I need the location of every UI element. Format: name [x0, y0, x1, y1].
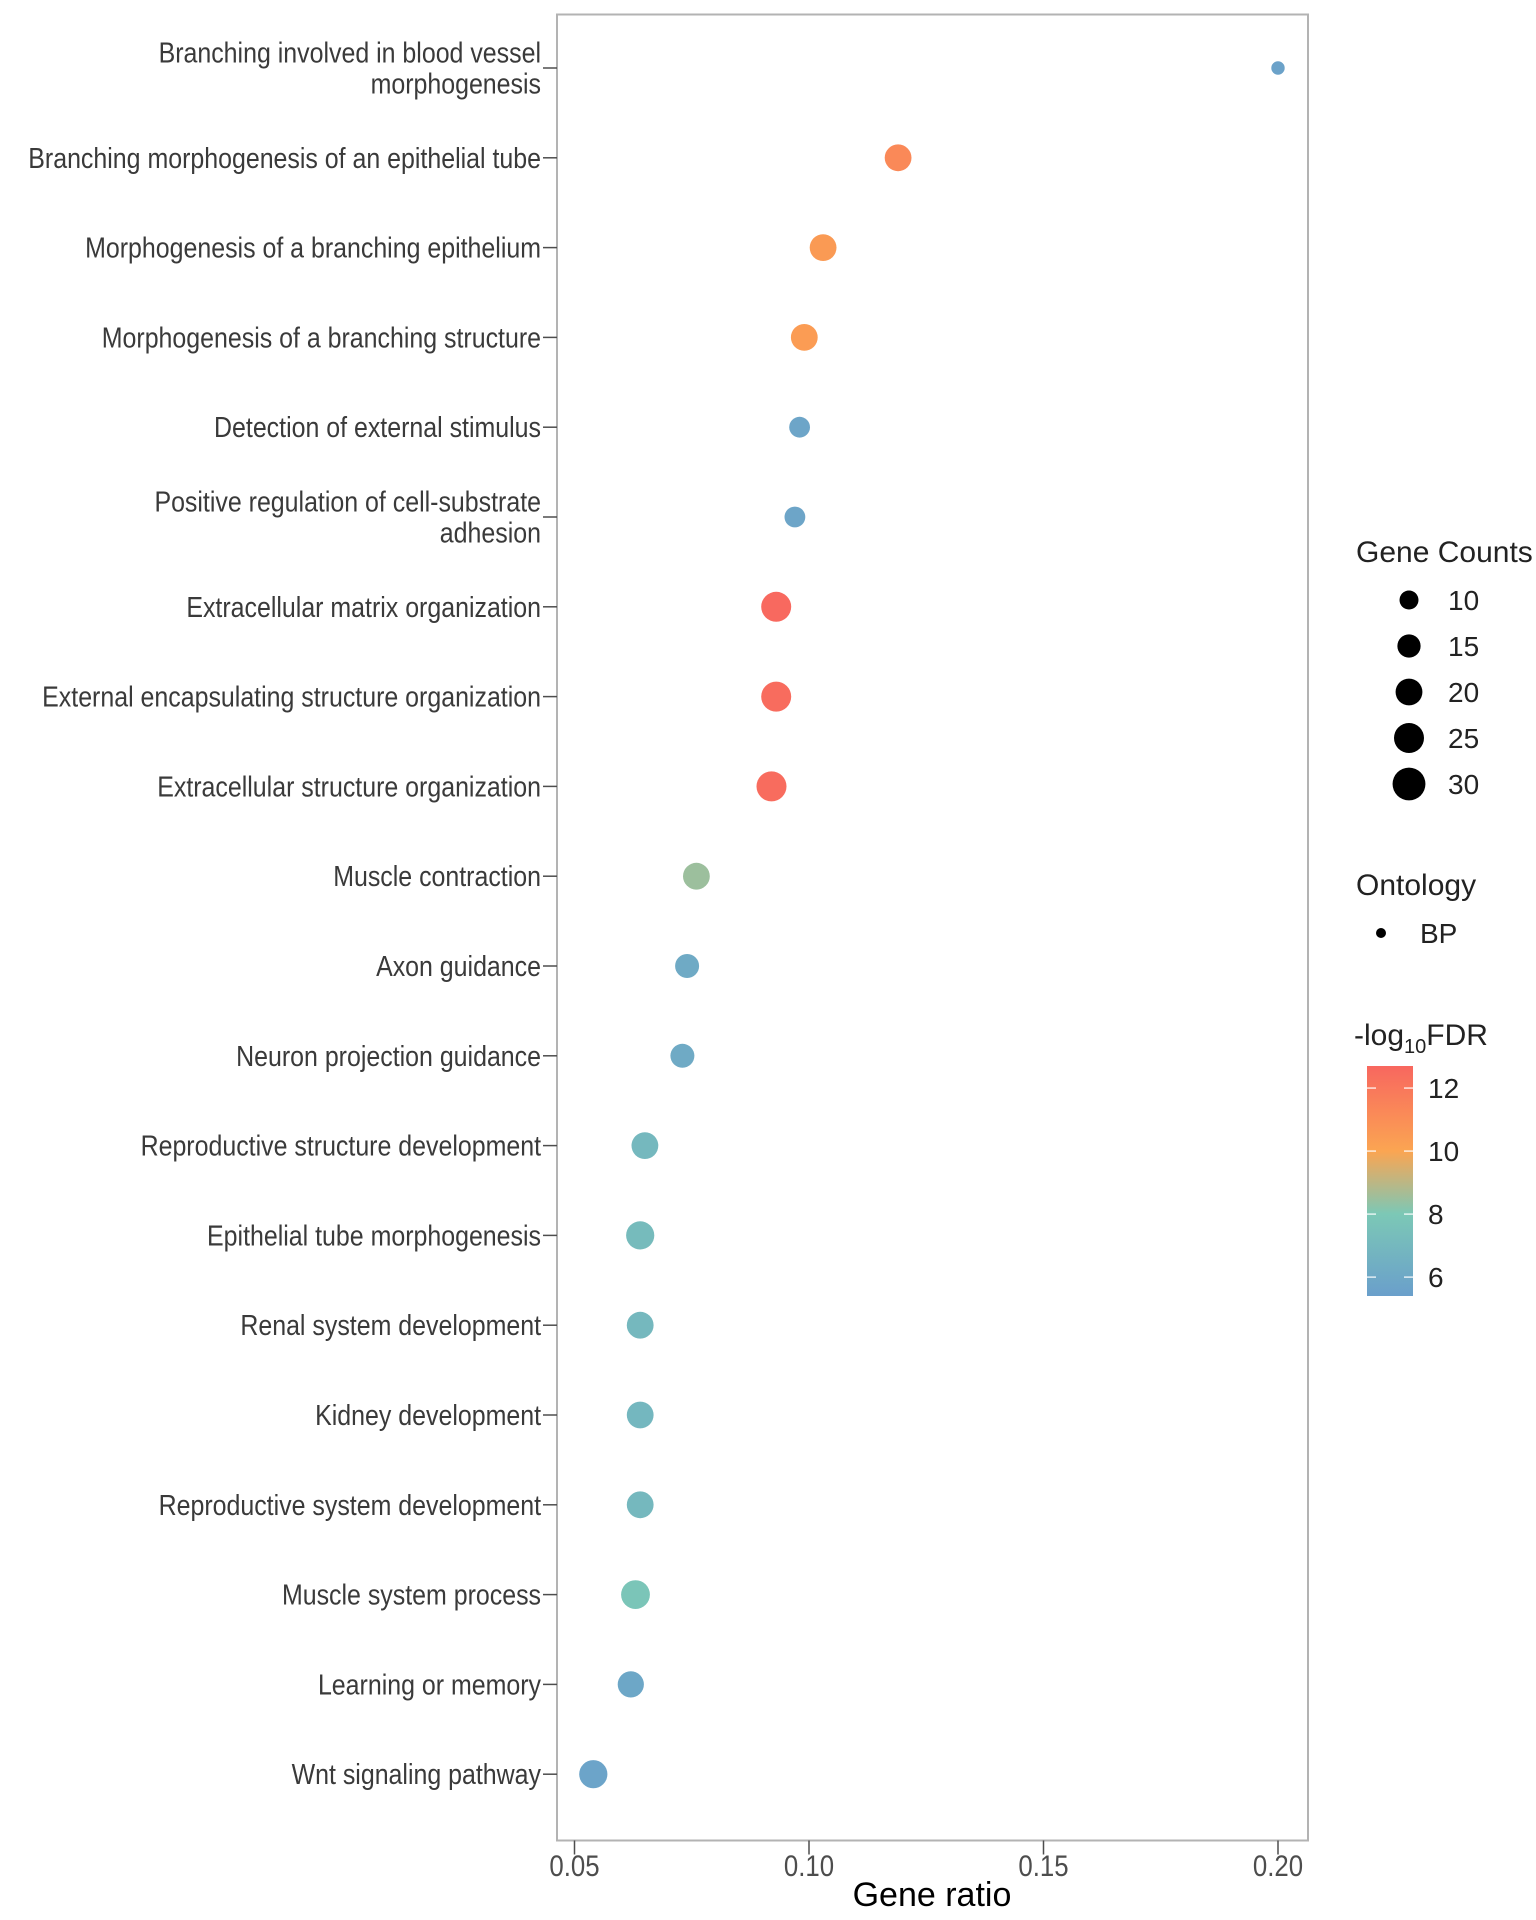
data-point — [626, 1221, 655, 1250]
y-tick-label-line: Learning or memory — [318, 1669, 541, 1701]
legend-shape-key — [1376, 928, 1386, 938]
y-tick-label-line: Positive regulation of cell-substrate — [154, 486, 541, 518]
colorbar — [1367, 1066, 1413, 1296]
y-tick-label: Morphogenesis of a branching epithelium — [85, 232, 541, 264]
data-point — [626, 1311, 654, 1339]
data-point — [675, 954, 700, 978]
y-tick-label-line: Muscle contraction — [333, 860, 541, 892]
data-point — [626, 1491, 654, 1519]
colorbar-tick-label: 10 — [1428, 1136, 1459, 1167]
y-tick-label-line: Axon guidance — [376, 950, 541, 982]
x-tick-label: 0.05 — [549, 1849, 599, 1882]
data-point — [884, 144, 912, 172]
legend-size-label: 25 — [1448, 723, 1479, 754]
data-point — [784, 506, 806, 528]
y-tick-label-line: morphogenesis — [371, 68, 541, 100]
y-tick-label: Detection of external stimulus — [214, 411, 541, 443]
x-tick-label: 0.10 — [784, 1849, 834, 1882]
y-tick-label: Epithelial tube morphogenesis — [207, 1220, 541, 1252]
y-tick-label: External encapsulating structure organiz… — [42, 681, 541, 713]
y-tick-label: Neuron projection guidance — [236, 1040, 541, 1072]
data-point — [790, 324, 818, 351]
legend-fdr-title: -log10FDR — [1354, 1019, 1488, 1058]
y-tick-label: Learning or memory — [318, 1669, 541, 1701]
legend-ontology: Ontology BP — [1356, 869, 1476, 949]
data-point — [683, 862, 710, 890]
colorbar-tick-label: 6 — [1428, 1262, 1444, 1293]
y-tick-label-line: Morphogenesis of a branching epithelium — [85, 232, 541, 264]
x-axis: 0.05 0.10 0.15 0.20 — [549, 1840, 1303, 1882]
y-tick-label-line: Reproductive system development — [159, 1489, 542, 1521]
y-tick-label-line: Extracellular structure organization — [157, 771, 541, 803]
colorbar-tick-label: 8 — [1428, 1199, 1444, 1230]
legend-size-key — [1392, 767, 1426, 801]
data-point — [809, 234, 837, 261]
y-tick-label-line: Branching involved in blood vessel — [159, 37, 541, 69]
y-tick-label: Muscle system process — [282, 1579, 541, 1611]
y-tick-label-line: Renal system development — [240, 1309, 541, 1341]
data-points — [579, 61, 1285, 1789]
plot-panel-border — [556, 13, 1309, 1842]
y-tick-label: Renal system development — [240, 1309, 541, 1341]
legend-size-label: 20 — [1448, 677, 1479, 708]
y-tick-label-line: Morphogenesis of a branching structure — [102, 322, 541, 354]
data-point — [1271, 61, 1285, 75]
y-tick-label-line: Reproductive structure development — [141, 1130, 542, 1162]
y-tick-label-line: Kidney development — [315, 1399, 541, 1431]
y-tick-label-line: Detection of external stimulus — [214, 411, 541, 443]
y-tick-label-line: adhesion — [440, 517, 541, 549]
legend-gene-counts: Gene Counts 10 15 20 25 30 — [1356, 536, 1533, 801]
y-axis: Branching involved in blood vessel morpho… — [28, 37, 557, 1791]
y-tick-label: Morphogenesis of a branching structure — [102, 322, 541, 354]
y-tick-label: Axon guidance — [376, 950, 541, 982]
legend-size-key — [1394, 723, 1424, 753]
y-tick-label: Wnt signaling pathway — [292, 1758, 542, 1790]
data-point — [579, 1760, 608, 1789]
y-tick-label: Branching involved in blood vessel morpho… — [159, 37, 541, 100]
colorbar-tick-label: 12 — [1428, 1073, 1459, 1104]
y-tick-label: Extracellular matrix organization — [186, 591, 541, 623]
legend-size-key — [1397, 634, 1421, 658]
y-tick-label: Positive regulation of cell-substrate adh… — [154, 486, 541, 549]
data-point — [670, 1043, 695, 1068]
legend-size-label: 30 — [1448, 769, 1479, 800]
data-point — [756, 771, 787, 802]
data-point — [789, 416, 810, 438]
y-tick-label: Kidney development — [315, 1399, 541, 1431]
y-tick-label-line: Extracellular matrix organization — [186, 591, 541, 623]
y-tick-label: Branching morphogenesis of an epithelial… — [28, 142, 541, 174]
data-point — [761, 681, 792, 712]
legend-size-label: 15 — [1448, 631, 1479, 662]
y-tick-label-line: Branching morphogenesis of an epithelial… — [28, 142, 541, 174]
x-axis-title: Gene ratio — [853, 1876, 1012, 1914]
legend-size-label: 10 — [1448, 585, 1479, 616]
y-tick-label-line: Epithelial tube morphogenesis — [207, 1220, 541, 1252]
legend-size-key — [1395, 678, 1423, 706]
x-tick-label: 0.15 — [1018, 1849, 1068, 1882]
y-tick-label-line: Neuron projection guidance — [236, 1040, 541, 1072]
y-tick-label: Muscle contraction — [333, 860, 541, 892]
data-point — [621, 1580, 650, 1609]
legend-fdr-title-prefix: -log — [1354, 1019, 1404, 1052]
y-tick-label-line: Wnt signaling pathway — [292, 1758, 542, 1790]
data-point — [631, 1132, 659, 1159]
legend-ontology-title: Ontology — [1356, 869, 1476, 902]
legend-fdr-title-suffix: FDR — [1426, 1019, 1488, 1052]
legend-gene-counts-title: Gene Counts — [1356, 536, 1533, 569]
y-tick-label: Reproductive system development — [159, 1489, 542, 1521]
y-tick-label-line: External encapsulating structure organiz… — [42, 681, 541, 713]
y-tick-label-line: Muscle system process — [282, 1579, 541, 1611]
y-tick-label: Reproductive structure development — [141, 1130, 542, 1162]
legend-fdr-title-subscript: 10 — [1404, 1036, 1426, 1058]
legend-shape-label: BP — [1420, 918, 1457, 949]
data-point — [761, 591, 792, 622]
legend-size-key — [1399, 590, 1419, 610]
x-tick-label: 0.20 — [1253, 1849, 1303, 1882]
data-point — [617, 1671, 644, 1698]
data-point — [626, 1401, 654, 1429]
y-tick-label: Extracellular structure organization — [157, 771, 541, 803]
